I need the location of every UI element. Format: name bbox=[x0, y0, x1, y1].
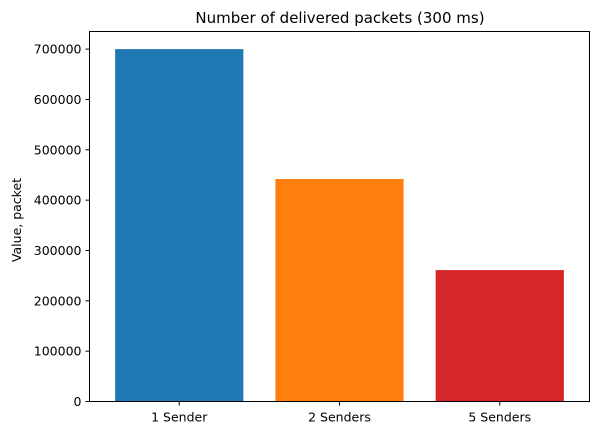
y-tick-label: 0 bbox=[74, 394, 82, 409]
x-tick-label: 2 Senders bbox=[308, 410, 371, 425]
y-tick-label: 300000 bbox=[34, 243, 82, 258]
bar-2-senders bbox=[275, 178, 404, 402]
y-tick-label: 600000 bbox=[34, 92, 82, 107]
chart-title: Number of delivered packets (300 ms) bbox=[195, 9, 484, 27]
x-ticks-group: 1 Sender 2 Senders 5 Senders bbox=[151, 401, 531, 425]
y-tick-label: 200000 bbox=[34, 293, 82, 308]
y-tick-label: 500000 bbox=[34, 142, 82, 157]
bar-5-senders bbox=[435, 270, 564, 402]
y-ticks-group: 0 100000 200000 300000 400000 500000 600000 700… bbox=[34, 42, 90, 409]
y-axis-label: Value, packet bbox=[9, 178, 24, 262]
x-tick-label: 5 Senders bbox=[468, 410, 531, 425]
y-tick-label: 100000 bbox=[34, 344, 82, 359]
bar-1-sender bbox=[115, 49, 244, 402]
y-tick-label: 400000 bbox=[34, 193, 82, 208]
x-tick-label: 1 Sender bbox=[151, 410, 208, 425]
bars-group bbox=[115, 49, 564, 402]
y-tick-label: 700000 bbox=[34, 42, 82, 57]
plot-frame bbox=[89, 31, 590, 402]
